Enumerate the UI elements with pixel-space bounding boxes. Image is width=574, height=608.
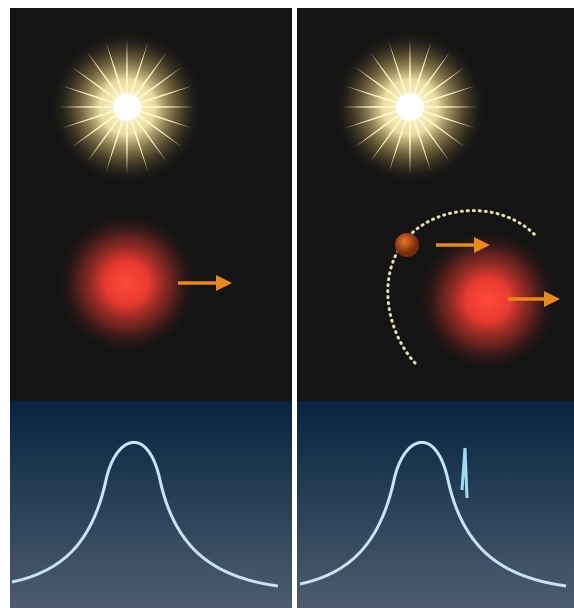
page: (() => { const ns = 'http://www.w3.org/2… — [0, 0, 574, 608]
left-spectrum-panel — [10, 401, 292, 608]
planet — [395, 233, 419, 257]
star-core — [113, 93, 141, 121]
red-object — [55, 211, 199, 355]
star-core — [396, 93, 424, 121]
illustration — [0, 0, 574, 608]
right-spectrum-panel — [297, 401, 574, 608]
